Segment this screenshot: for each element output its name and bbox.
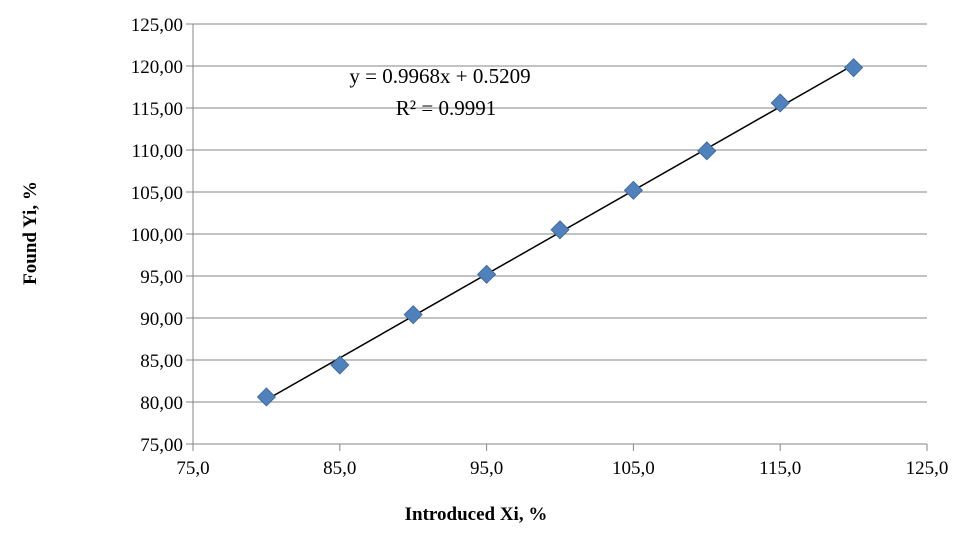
r-squared-label: R² = 0.9991: [396, 96, 496, 120]
gridlines: [193, 23, 927, 403]
y-tick-label: 105,00: [131, 183, 183, 204]
y-tick-label: 85,00: [140, 351, 183, 372]
y-tick-label: 80,00: [140, 393, 183, 414]
data-point: [770, 93, 790, 113]
data-point: [477, 264, 497, 284]
x-tick-label: 105,0: [612, 458, 655, 479]
y-tick-label: 120,00: [131, 57, 183, 78]
y-tick-label: 115,00: [131, 99, 183, 120]
y-tick-labels: 75,00 80,00 85,00 90,00 95,00 100,00 105,00 110…: [131, 15, 183, 456]
y-tick-label: 100,00: [131, 225, 183, 246]
trendline-equation: y = 0.9968x + 0.5209: [349, 64, 530, 88]
data-points: [256, 58, 864, 407]
data-point: [330, 355, 350, 375]
x-tick-label: 115,0: [759, 458, 801, 479]
data-point: [844, 58, 864, 78]
y-tick-label: 90,00: [140, 309, 183, 330]
y-tick-label: 125,00: [131, 15, 183, 36]
data-point: [256, 387, 276, 407]
data-point: [623, 180, 643, 200]
x-tick-label: 125,0: [906, 458, 949, 479]
axes: [186, 23, 928, 451]
y-axis-title: Found Yi, %: [20, 181, 41, 285]
data-point: [403, 305, 423, 325]
x-axis-title: Introduced Xi, %: [405, 504, 548, 525]
y-tick-label: 110,00: [131, 141, 183, 162]
y-tick-label: 95,00: [140, 267, 183, 288]
x-tick-labels: 75,0 85,0 95,0 105,0 115,0 125,0: [176, 458, 948, 479]
data-point: [697, 141, 717, 161]
x-tick-label: 95,0: [470, 458, 503, 479]
data-point: [550, 220, 570, 240]
x-tick-label: 85,0: [323, 458, 356, 479]
x-tick-label: 75,0: [176, 458, 209, 479]
y-tick-label: 75,00: [140, 435, 183, 456]
